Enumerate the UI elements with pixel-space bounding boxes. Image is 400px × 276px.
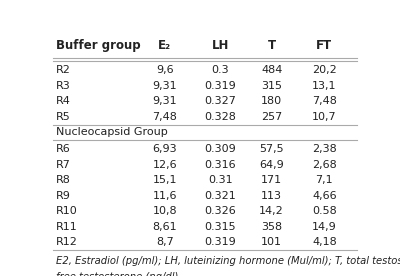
Text: E₂: E₂ bbox=[158, 39, 171, 52]
Text: R7: R7 bbox=[56, 160, 71, 169]
Text: 11,6: 11,6 bbox=[152, 191, 177, 201]
Text: R4: R4 bbox=[56, 96, 71, 106]
Text: 4,66: 4,66 bbox=[312, 191, 337, 201]
Text: 2,68: 2,68 bbox=[312, 160, 337, 169]
Text: 64,9: 64,9 bbox=[259, 160, 284, 169]
Text: R6: R6 bbox=[56, 144, 71, 154]
Text: 0.58: 0.58 bbox=[312, 206, 337, 216]
Text: R2: R2 bbox=[56, 65, 71, 75]
Text: free testosterone (ng/dl).: free testosterone (ng/dl). bbox=[56, 272, 182, 276]
Text: E2, Estradiol (pg/ml); LH, luteinizing hormone (Mul/ml); T, total testosterone (: E2, Estradiol (pg/ml); LH, luteinizing h… bbox=[56, 256, 400, 267]
Text: 0.315: 0.315 bbox=[205, 222, 236, 232]
Text: R11: R11 bbox=[56, 222, 78, 232]
Text: FT: FT bbox=[316, 39, 332, 52]
Text: 12,6: 12,6 bbox=[152, 160, 177, 169]
Text: 8,61: 8,61 bbox=[152, 222, 177, 232]
Text: 0.319: 0.319 bbox=[205, 81, 236, 91]
Text: 0.3: 0.3 bbox=[212, 65, 229, 75]
Text: 15,1: 15,1 bbox=[152, 175, 177, 185]
Text: LH: LH bbox=[212, 39, 229, 52]
Text: 7,1: 7,1 bbox=[316, 175, 333, 185]
Text: 171: 171 bbox=[261, 175, 282, 185]
Text: 10,7: 10,7 bbox=[312, 112, 337, 122]
Text: 8,7: 8,7 bbox=[156, 237, 174, 247]
Text: 0.328: 0.328 bbox=[204, 112, 236, 122]
Text: 14,9: 14,9 bbox=[312, 222, 337, 232]
Text: T: T bbox=[268, 39, 276, 52]
Text: 2,38: 2,38 bbox=[312, 144, 337, 154]
Text: R12: R12 bbox=[56, 237, 78, 247]
Text: 57,5: 57,5 bbox=[259, 144, 284, 154]
Text: 0.316: 0.316 bbox=[205, 160, 236, 169]
Text: 4,18: 4,18 bbox=[312, 237, 337, 247]
Text: Buffer group: Buffer group bbox=[56, 39, 141, 52]
Text: 13,1: 13,1 bbox=[312, 81, 337, 91]
Text: 257: 257 bbox=[261, 112, 282, 122]
Text: 180: 180 bbox=[261, 96, 282, 106]
Text: 0.319: 0.319 bbox=[205, 237, 236, 247]
Text: 113: 113 bbox=[261, 191, 282, 201]
Text: 315: 315 bbox=[261, 81, 282, 91]
Text: R9: R9 bbox=[56, 191, 71, 201]
Text: 484: 484 bbox=[261, 65, 282, 75]
Text: 7,48: 7,48 bbox=[152, 112, 177, 122]
Text: R3: R3 bbox=[56, 81, 71, 91]
Text: R5: R5 bbox=[56, 112, 71, 122]
Text: 6,93: 6,93 bbox=[152, 144, 177, 154]
Text: 358: 358 bbox=[261, 222, 282, 232]
Text: 14,2: 14,2 bbox=[259, 206, 284, 216]
Text: R10: R10 bbox=[56, 206, 78, 216]
Text: Nucleocapsid Group: Nucleocapsid Group bbox=[56, 127, 168, 137]
Text: 20,2: 20,2 bbox=[312, 65, 337, 75]
Text: 0.321: 0.321 bbox=[205, 191, 236, 201]
Text: 9,6: 9,6 bbox=[156, 65, 174, 75]
Text: 10,8: 10,8 bbox=[152, 206, 177, 216]
Text: 0.326: 0.326 bbox=[205, 206, 236, 216]
Text: 9,31: 9,31 bbox=[152, 96, 177, 106]
Text: 0.31: 0.31 bbox=[208, 175, 233, 185]
Text: 7,48: 7,48 bbox=[312, 96, 337, 106]
Text: 101: 101 bbox=[261, 237, 282, 247]
Text: 0.327: 0.327 bbox=[204, 96, 236, 106]
Text: R8: R8 bbox=[56, 175, 71, 185]
Text: 0.309: 0.309 bbox=[205, 144, 236, 154]
Text: 9,31: 9,31 bbox=[152, 81, 177, 91]
